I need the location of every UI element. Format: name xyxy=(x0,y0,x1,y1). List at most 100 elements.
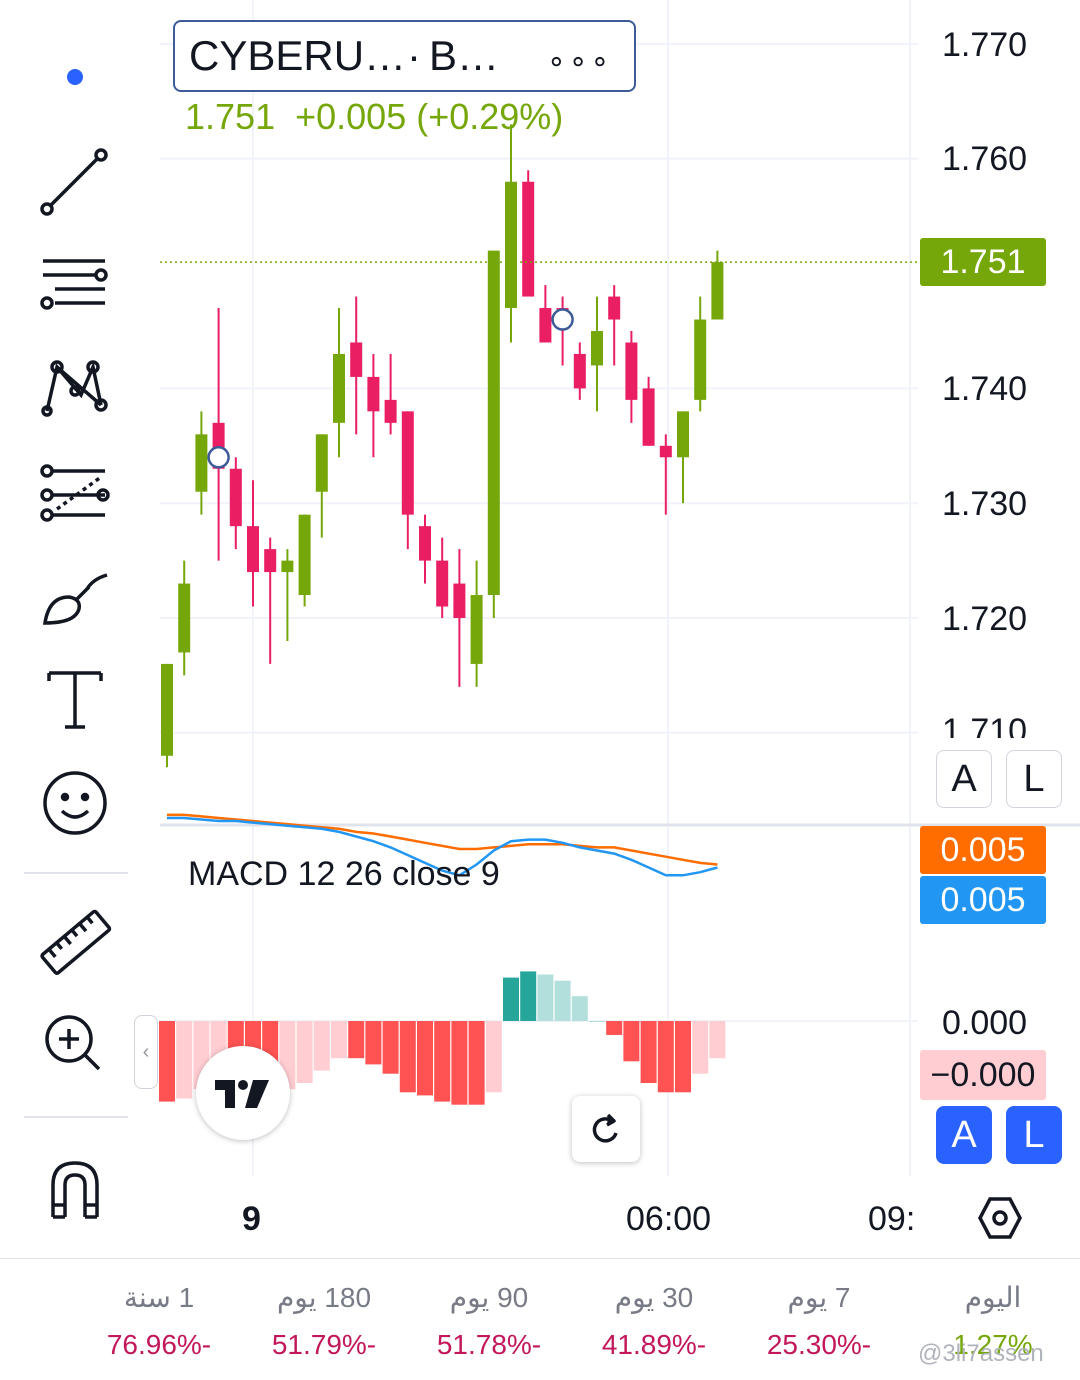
zoom-in-icon[interactable] xyxy=(20,1000,130,1090)
candle-body xyxy=(195,434,208,492)
histogram-bar xyxy=(657,1021,674,1093)
histogram-bar xyxy=(365,1021,382,1065)
chart-canvas[interactable] xyxy=(0,0,1080,1260)
histogram-bar xyxy=(331,1021,347,1059)
candle-body xyxy=(384,399,397,423)
candle-body xyxy=(677,411,689,458)
price-tick-label: 1.730 xyxy=(942,485,1028,523)
candle xyxy=(470,560,483,687)
candle xyxy=(453,549,466,687)
symbol-legend[interactable]: CYBERU… · B… ∘∘∘ xyxy=(173,20,636,92)
text-icon[interactable] xyxy=(20,654,130,744)
exchange-name: B… xyxy=(429,32,500,79)
candle xyxy=(350,296,363,435)
histogram-bar xyxy=(485,1021,502,1093)
candle-body xyxy=(591,331,603,366)
candle xyxy=(642,376,655,446)
candle-body xyxy=(281,560,294,573)
event-marker xyxy=(207,446,230,469)
histogram-bar xyxy=(417,1021,433,1096)
fib-lines-icon[interactable] xyxy=(20,238,130,328)
log-scale-button[interactable]: L xyxy=(1006,750,1062,808)
candle-body xyxy=(178,583,191,653)
more-options-button[interactable]: ∘∘∘ xyxy=(547,45,613,78)
histogram-bar xyxy=(537,974,554,1021)
candle xyxy=(212,308,225,561)
event-marker xyxy=(551,308,574,331)
reset-icon xyxy=(592,1113,618,1143)
histogram-bar xyxy=(434,1021,451,1102)
histogram-bar xyxy=(589,1021,605,1022)
candle xyxy=(487,250,500,618)
candle-body xyxy=(419,526,431,561)
candle xyxy=(384,353,397,435)
magnet-icon[interactable] xyxy=(20,1142,130,1232)
histogram-bar xyxy=(520,971,537,1021)
legend-last-price: 1.751 xyxy=(185,96,276,137)
candle xyxy=(556,296,569,366)
drawing-toolbar xyxy=(0,0,150,1260)
signal-line xyxy=(167,813,718,866)
histogram-bar xyxy=(468,1021,485,1105)
collapse-toolbar-button[interactable]: ‹ xyxy=(134,1015,158,1089)
macd-log-scale-button[interactable]: L xyxy=(1006,1106,1062,1164)
time-tick-label: 06:00 xyxy=(626,1200,712,1238)
candle xyxy=(247,480,259,607)
stat-label: 90 يوم xyxy=(449,1282,529,1313)
stat-label: 1 سنة xyxy=(123,1282,195,1313)
chart-settings-button[interactable] xyxy=(974,1192,1026,1244)
stat-label: اليوم xyxy=(964,1282,1022,1313)
candle-body xyxy=(659,445,672,458)
candle-body xyxy=(264,549,277,573)
emoji-icon[interactable] xyxy=(20,758,130,848)
histogram-bar xyxy=(709,1021,726,1059)
trend-line-icon[interactable] xyxy=(20,136,130,226)
stat-value: 51.79%- xyxy=(271,1329,377,1360)
candle xyxy=(315,434,328,538)
stat-value: 76.96%- xyxy=(106,1329,212,1360)
toolbar-divider xyxy=(24,872,128,874)
stat-value: 51.78%- xyxy=(436,1329,542,1360)
candle xyxy=(591,296,603,412)
macd-indicator-title[interactable]: MACD 12 26 close 9 xyxy=(188,855,500,893)
candle xyxy=(298,514,311,607)
performance-stats: 1 سنة 76.96%- 180 يوم 51.79%- 90 يوم 51.… xyxy=(0,1258,1080,1380)
candle xyxy=(659,434,672,515)
candle xyxy=(522,170,535,297)
candle-body xyxy=(487,250,500,596)
histogram-bar xyxy=(382,1021,399,1074)
macd-line xyxy=(167,816,718,877)
reset-chart-button[interactable] xyxy=(572,1096,640,1162)
candle xyxy=(505,124,517,343)
brush-icon[interactable] xyxy=(20,552,130,642)
last-price-badge: 1.751 xyxy=(920,238,1046,286)
price-tick-label: 1.760 xyxy=(942,140,1028,178)
projection-icon[interactable] xyxy=(20,446,130,536)
active-dot-indicator xyxy=(20,32,130,122)
candle-body xyxy=(298,514,311,596)
pattern-icon[interactable] xyxy=(20,340,130,430)
macd-auto-scale-button[interactable]: A xyxy=(936,1106,992,1164)
candle xyxy=(195,411,208,515)
macd-line-badge: 0.005 xyxy=(920,876,1046,924)
candle-body xyxy=(522,181,535,297)
candle xyxy=(608,285,621,366)
ruler-icon[interactable] xyxy=(20,898,130,988)
stat-label: 7 يوم xyxy=(787,1282,851,1313)
candle-body xyxy=(539,308,552,343)
macd-histogram-badge: −0.000 xyxy=(920,1050,1046,1100)
candlestick-series xyxy=(161,124,724,768)
histogram-bar xyxy=(296,1021,313,1083)
candle-body xyxy=(711,262,724,320)
auto-scale-button[interactable]: A xyxy=(936,750,992,808)
tradingview-logo[interactable] xyxy=(196,1046,290,1140)
candle xyxy=(677,411,689,504)
chart-overlays xyxy=(160,261,918,469)
candle xyxy=(419,514,431,584)
candle-body xyxy=(436,560,449,607)
legend-price-line: 1.751 +0.005 (+0.29%) xyxy=(185,96,563,138)
macd-zero-label: 0.000 xyxy=(942,1004,1028,1042)
candle xyxy=(229,457,242,550)
candle-body xyxy=(367,376,380,412)
macd-lines xyxy=(167,813,718,877)
